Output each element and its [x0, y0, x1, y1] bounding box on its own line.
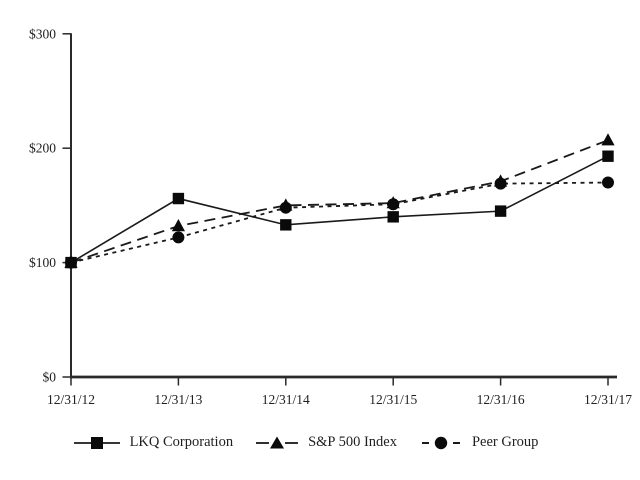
x-axis-tick-label: 12/31/12 — [47, 392, 95, 407]
chart-canvas: $0 $100 $200 $300 12/31/12 12/31/13 12/31/14 12… — [29, 26, 632, 407]
legend-item-lkq-corporation: LKQ Corporation — [73, 434, 234, 451]
x-axis-tick-label: 12/31/16 — [477, 392, 525, 407]
data-point-circle — [172, 231, 185, 244]
legend-label-sp500-index: S&P 500 Index — [308, 434, 397, 450]
x-axis-tick-label: 12/31/13 — [154, 392, 202, 407]
data-point-square — [494, 205, 507, 217]
legend-swatch-long-dash-triangle-icon — [256, 436, 299, 450]
data-point-circle — [602, 176, 614, 189]
legend-swatch-solid-line-square-icon — [73, 436, 120, 450]
data-point-square — [602, 150, 614, 162]
performance-line-chart: $0 $100 $200 $300 12/31/12 12/31/13 12/31/14 12… — [29, 26, 632, 407]
data-point-circle — [387, 198, 400, 211]
data-point-circle — [494, 177, 507, 190]
data-point-square — [172, 192, 185, 205]
data-point-triangle — [171, 218, 185, 232]
x-axis-tick-label: 12/31/17 — [584, 392, 632, 407]
series-line-lkq-corporation — [70, 155, 609, 264]
chart-legend: LKQ Corporation S&P 500 Index Peer G — [0, 434, 626, 451]
legend-label-lkq-corporation: LKQ Corporation — [129, 434, 234, 450]
legend-item-peer-group: Peer Group — [420, 434, 538, 451]
y-axis-tick-label: $100 — [29, 255, 56, 270]
legend-label-peer-group: Peer Group — [471, 434, 539, 450]
data-point-triangle — [601, 133, 615, 146]
y-axis-tick-label: $0 — [43, 370, 57, 385]
y-axis-tick-label: $300 — [29, 26, 56, 41]
legend-item-sp500-index: S&P 500 Index — [256, 434, 397, 451]
data-point-circle — [65, 256, 77, 269]
series-line-peer-group — [70, 181, 609, 264]
legend-swatch-short-dash-circle-icon — [420, 436, 462, 450]
data-point-square — [387, 211, 399, 223]
data-point-square — [280, 219, 292, 231]
series-line-s-p-500-index — [70, 139, 609, 264]
y-axis-tick-label: $200 — [29, 141, 56, 156]
x-axis-tick-label: 12/31/14 — [262, 392, 310, 407]
x-axis-tick-label: 12/31/15 — [369, 392, 417, 407]
data-point-circle — [279, 201, 292, 214]
